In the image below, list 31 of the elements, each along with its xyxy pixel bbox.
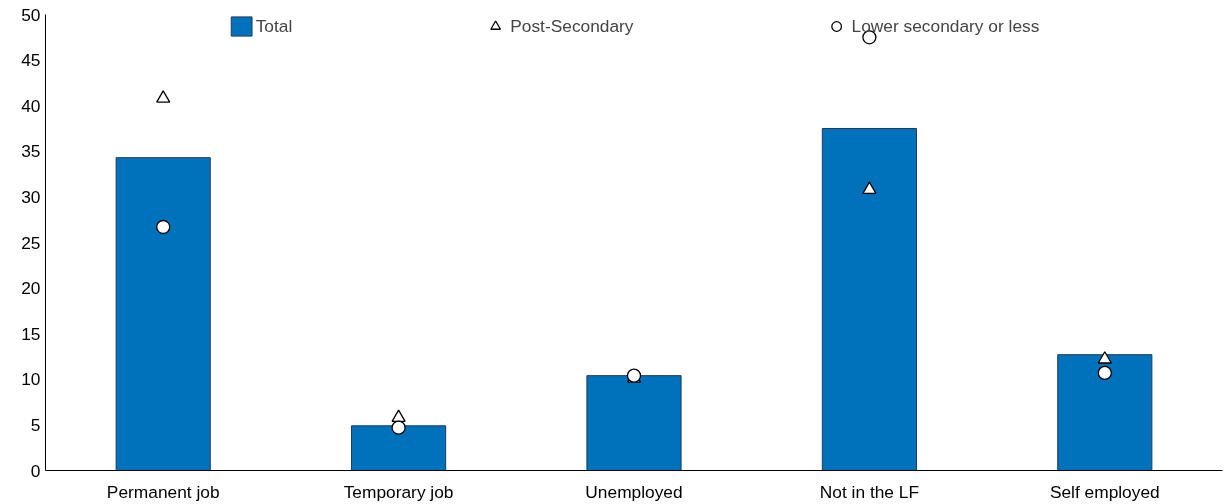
bar bbox=[1057, 354, 1153, 471]
bar bbox=[586, 375, 682, 471]
point bbox=[862, 181, 877, 195]
point bbox=[1097, 365, 1112, 381]
bar bbox=[115, 157, 211, 471]
y-tick-label: 50 bbox=[21, 4, 41, 25]
y-tick-label: 45 bbox=[21, 50, 41, 71]
point bbox=[391, 420, 406, 435]
bar bbox=[351, 425, 447, 471]
legend-label: Lower secondary or less bbox=[851, 15, 1040, 37]
x-tick-label: Self employed bbox=[1049, 481, 1160, 502]
legend-label: Post-Secondary bbox=[510, 15, 634, 37]
y-tick-label: 10 bbox=[21, 369, 41, 390]
point bbox=[156, 219, 171, 235]
x-tick-label: Unemployed bbox=[585, 481, 683, 502]
x-tick-label: Not in the LF bbox=[819, 481, 920, 502]
x-tick-label: Temporary job bbox=[343, 481, 454, 502]
y-tick-label: 0 bbox=[30, 460, 41, 481]
y-tick-label: 30 bbox=[21, 186, 41, 207]
bar bbox=[821, 128, 917, 471]
y-tick-label: 20 bbox=[21, 278, 41, 299]
y-tick-label: 15 bbox=[21, 323, 41, 344]
point bbox=[391, 409, 406, 423]
y-tick-label: 40 bbox=[21, 95, 41, 116]
y-tick-label: 35 bbox=[21, 141, 41, 162]
y-tick-label: 25 bbox=[21, 232, 41, 253]
x-tick-label: Permanent job bbox=[106, 481, 220, 502]
legend-label: Total bbox=[255, 15, 293, 37]
point bbox=[156, 90, 171, 103]
point bbox=[1097, 351, 1112, 364]
y-tick-label: 5 bbox=[30, 414, 41, 435]
